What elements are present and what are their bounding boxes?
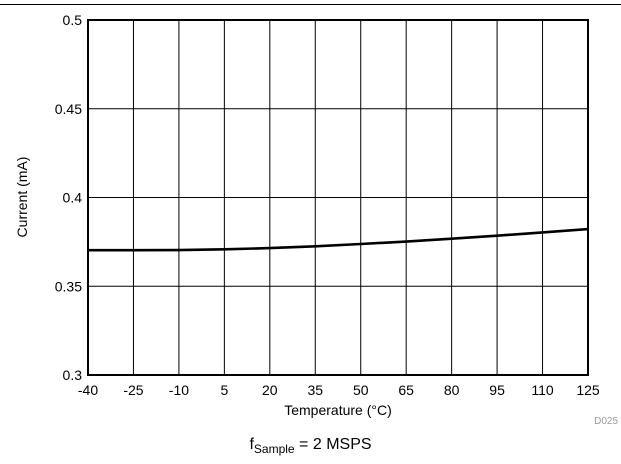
x-tick-label: -10 bbox=[169, 382, 189, 398]
caption-rest: = 2 MSPS bbox=[294, 436, 372, 453]
x-axis-label: Temperature (°C) bbox=[284, 402, 392, 418]
caption-main: f bbox=[249, 436, 254, 453]
y-tick-labels: 0.3 0.35 0.4 0.45 0.5 bbox=[55, 12, 82, 383]
chart-caption: fSample = 2 MSPS bbox=[0, 436, 621, 456]
x-tick-label: 80 bbox=[444, 382, 460, 398]
series-line bbox=[88, 227, 589, 252]
x-tick-label: 125 bbox=[576, 382, 600, 398]
y-tick-label: 0.5 bbox=[63, 12, 83, 28]
x-tick-label: 50 bbox=[353, 382, 369, 398]
x-tick-labels: -40 -25 -10 5 20 35 50 65 80 95 110 125 bbox=[78, 382, 600, 398]
x-tick-label: 20 bbox=[262, 382, 278, 398]
x-tick-label: -25 bbox=[123, 382, 143, 398]
plot-frame bbox=[87, 19, 589, 376]
y-tick-label: 0.45 bbox=[55, 101, 82, 117]
y-tick-label: 0.4 bbox=[63, 190, 83, 206]
y-axis-label: Current (mA) bbox=[14, 157, 30, 238]
caption-subscript: Sample bbox=[253, 442, 295, 457]
x-tick-label: 35 bbox=[307, 382, 323, 398]
x-tick-label: 110 bbox=[531, 382, 554, 398]
y-tick-label: 0.35 bbox=[55, 278, 82, 294]
y-tick-label: 0.3 bbox=[63, 367, 83, 383]
figure-id: D025 bbox=[594, 416, 618, 427]
top-rule bbox=[0, 4, 621, 5]
x-tick-label: -40 bbox=[78, 382, 98, 398]
x-tick-label: 65 bbox=[398, 382, 414, 398]
x-tick-label: 5 bbox=[220, 382, 228, 398]
x-tick-label: 95 bbox=[489, 382, 505, 398]
series-layer bbox=[88, 227, 589, 252]
grid bbox=[87, 19, 589, 376]
